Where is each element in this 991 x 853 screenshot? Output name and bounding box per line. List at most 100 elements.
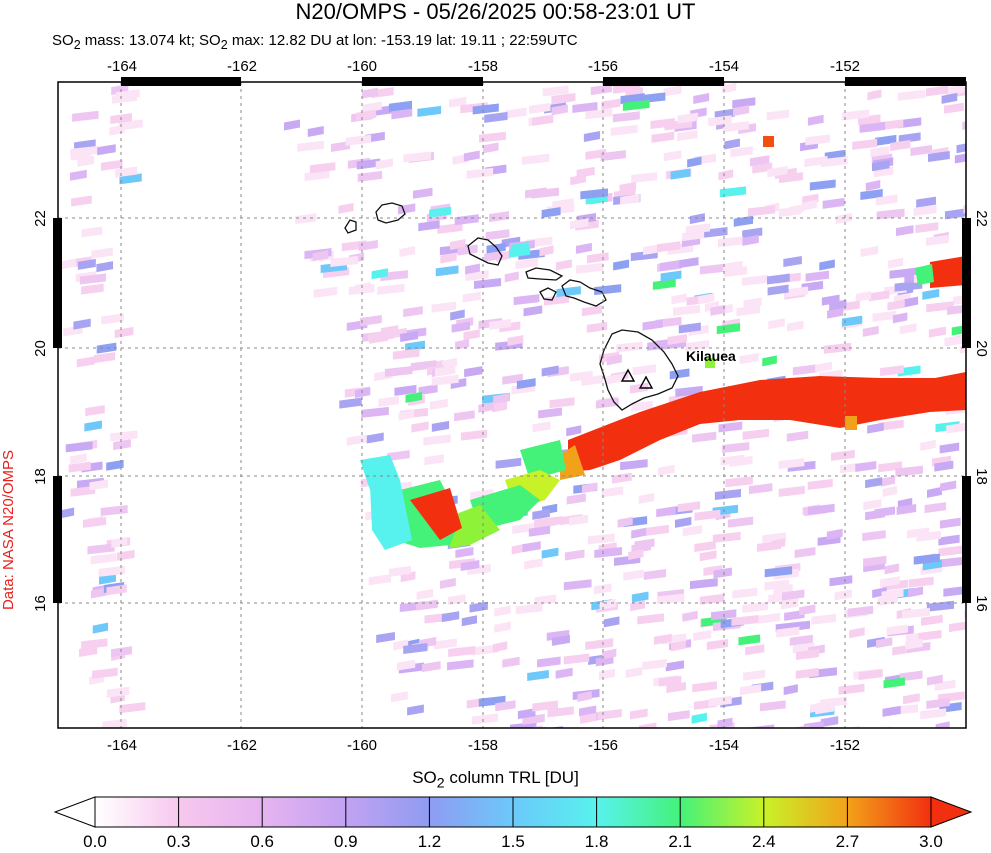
so2-pixel — [84, 420, 102, 432]
so2-pixel — [860, 188, 883, 200]
lat-left-16: 16 — [31, 595, 49, 612]
so2-pixel — [339, 397, 362, 409]
so2-pixel — [598, 668, 615, 680]
so2-pixel — [926, 697, 950, 709]
so2-pixel — [708, 115, 732, 127]
so2-pixel — [771, 538, 786, 550]
so2-pixel — [474, 278, 502, 290]
so2-pixel — [939, 442, 960, 454]
so2-pixel — [908, 586, 924, 598]
mauna-loa-marker — [620, 368, 636, 382]
so2-pixel — [745, 644, 765, 656]
so2-pixel — [962, 121, 966, 130]
so2-pixel — [783, 684, 798, 696]
so2-pixel — [722, 82, 737, 94]
so2-pixel — [112, 92, 137, 104]
so2-pixel — [555, 667, 573, 679]
so2-pixel — [886, 624, 909, 636]
so2-pixel — [712, 531, 741, 543]
so2-pixel — [804, 156, 828, 168]
so2-pixel — [872, 310, 897, 322]
so2-pixel — [483, 142, 499, 154]
so2-pixel — [918, 629, 942, 641]
so2-pixel — [870, 146, 890, 158]
molokai-coast — [525, 267, 564, 281]
so2-pixel — [783, 255, 802, 267]
so2-pixel — [835, 213, 853, 225]
so2-pixel — [599, 599, 616, 611]
so2-pixel — [431, 301, 457, 313]
so2-retrieval-pixels — [59, 82, 966, 728]
so2-pixel — [65, 441, 93, 453]
so2-pixel — [632, 364, 656, 376]
so2-pixel — [880, 365, 904, 377]
colorbar-low-arrow — [53, 796, 96, 828]
so2-pixel — [424, 454, 444, 466]
so2-pixel — [525, 187, 547, 199]
so2-pixel — [717, 717, 733, 728]
so2-pixel — [447, 659, 474, 671]
so2-pixel — [119, 702, 146, 714]
so2-pixel — [682, 525, 702, 537]
so2-pixel — [81, 283, 104, 295]
so2-pixel — [552, 93, 574, 105]
so2-pixel — [767, 166, 788, 178]
so2-pixel — [464, 366, 483, 378]
so2-pixel — [742, 601, 769, 613]
so2-pixel — [699, 550, 717, 562]
so2-pixel — [454, 214, 479, 226]
so2-pixel — [762, 355, 777, 367]
so2-pixel — [811, 613, 837, 625]
so2-pixel — [91, 247, 113, 259]
so2-pixel — [631, 591, 649, 603]
so2-pixel — [431, 374, 459, 386]
so2-pixel — [667, 710, 690, 722]
so2-pixel — [676, 130, 698, 142]
so2-pixel — [894, 280, 923, 292]
so2-pixel — [375, 158, 394, 170]
so2-pixel — [805, 134, 831, 146]
so2-pixel — [462, 291, 481, 303]
so2-pixel — [405, 340, 425, 352]
so2-pixel — [73, 318, 91, 330]
so2-pixel — [670, 640, 686, 652]
so2-pixel — [888, 257, 904, 269]
so2-pixel — [81, 638, 108, 650]
so2-pixel — [785, 286, 809, 298]
so2-pixel — [421, 661, 441, 673]
so2-pixel — [532, 114, 554, 126]
so2-pixel — [871, 160, 890, 172]
so2-pixel — [89, 479, 108, 491]
colorbar-label-10: 3.0 — [919, 832, 943, 851]
so2-pixel — [597, 709, 622, 721]
so2-pixel — [106, 459, 124, 471]
so2-pixel — [947, 304, 966, 315]
so2-pixel — [667, 333, 687, 345]
so2-pixel — [441, 611, 460, 623]
so2-pixel — [484, 111, 508, 123]
so2-pixel — [87, 543, 115, 555]
so2-pixel — [356, 109, 377, 121]
so2-pixel — [403, 642, 428, 654]
so2-pixel — [742, 234, 759, 246]
so2-pixel — [862, 530, 886, 542]
so2-pixel — [543, 294, 570, 306]
colorbar-label-2: 0.6 — [250, 832, 275, 851]
so2-pixel — [731, 614, 759, 626]
so2-pixel — [658, 675, 682, 687]
so2-pixel — [943, 102, 964, 114]
so2-pixel — [729, 455, 753, 467]
kauai-coast — [375, 202, 406, 224]
so2-pixel — [849, 627, 865, 639]
so2-pixel — [736, 305, 760, 317]
so2-pixel — [926, 301, 954, 313]
lon-top-154: -154 — [709, 58, 740, 75]
so2-pixel — [656, 506, 676, 518]
so2-pixel — [563, 653, 590, 665]
colorbar-label-1: 0.3 — [166, 832, 191, 851]
so2-pixel — [677, 112, 699, 124]
so2-pixel — [860, 246, 879, 258]
lon-bottom-156: -156 — [588, 737, 619, 754]
so2-pixel — [77, 155, 94, 167]
so2-pixel — [758, 612, 780, 624]
